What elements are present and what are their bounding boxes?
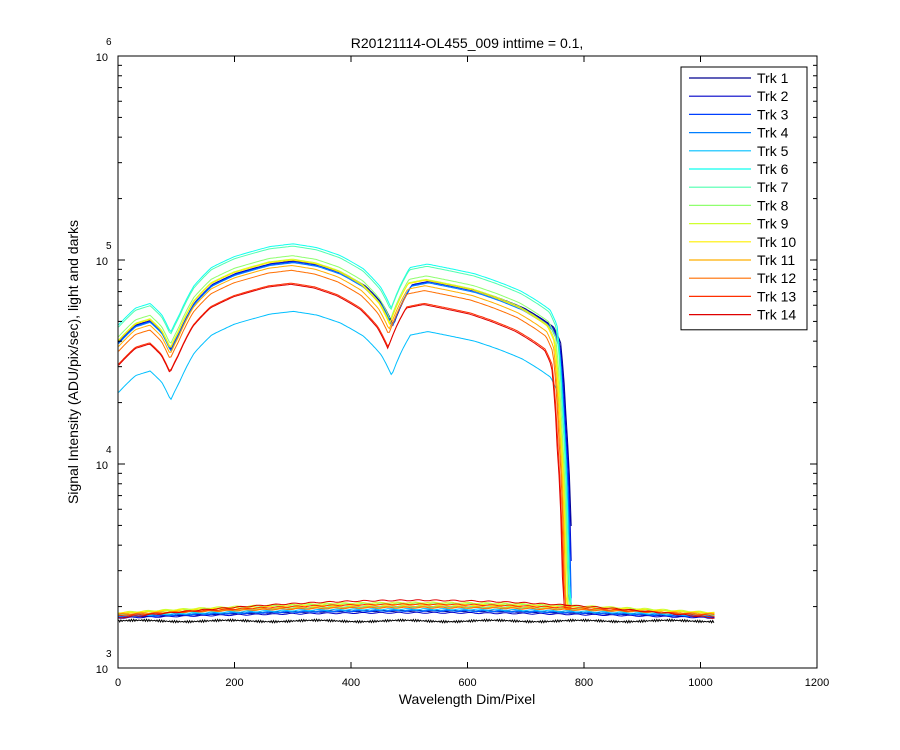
y-tick-label: 10 <box>96 460 108 472</box>
legend-label: Trk 8 <box>757 197 789 213</box>
y-axis-label: Signal Intensity (ADU/pix/sec), light an… <box>65 220 81 504</box>
series-line-light-trk-8 <box>118 255 572 607</box>
legend-box <box>680 66 808 331</box>
series-line-light-trk-14 <box>118 283 572 606</box>
y-tick-exponent: 5 <box>106 241 112 252</box>
series-line-light-trk-10 <box>118 259 572 608</box>
legend-label: Trk 14 <box>757 307 796 323</box>
legend-label: Trk 6 <box>757 161 789 177</box>
series-line-dark-trk-13 <box>118 603 715 617</box>
legend-label: Trk 13 <box>757 288 796 304</box>
x-tick-label: 1200 <box>805 677 829 689</box>
series-line-light-trk-9 <box>118 258 572 606</box>
x-tick-label: 600 <box>458 677 476 689</box>
legend-label: Trk 4 <box>757 125 789 141</box>
series-line-dark-trk-5 <box>118 608 715 617</box>
axes-layer: 0 200 400 600 800 1000 1200 10 3 10 4 10 5 10 6 <box>96 37 829 689</box>
series-line-light-trk-7 <box>118 245 572 610</box>
legend-label: Trk 7 <box>757 179 789 195</box>
series-line-dark-trk-2 <box>118 611 715 619</box>
series-line-dark-trk-14 <box>118 599 715 619</box>
y-tick-exponent: 3 <box>106 649 112 660</box>
legend: Trk 1 Trk 2 Trk 3 Trk 4 Trk 5 Trk 6 Trk 7 Trk 8… <box>680 66 808 331</box>
x-axis-label: Wavelength Dim/Pixel <box>399 691 535 707</box>
legend-label: Trk 3 <box>757 106 789 122</box>
legend-label: Trk 2 <box>757 88 789 104</box>
series-line-light-trk-6 <box>118 243 572 604</box>
series-line-dark-trk-12 <box>118 606 715 616</box>
chart-title: R20121114-OL455_009 inttime = 0.1, <box>351 35 584 51</box>
legend-label: Trk 10 <box>757 234 796 250</box>
legend-label: Trk 9 <box>757 216 789 232</box>
series-line-dark-trk-9 <box>118 601 715 614</box>
series-line-light-trk-11 <box>118 264 572 610</box>
x-tick-label: 400 <box>342 677 360 689</box>
y-tick-label: 10 <box>96 52 108 64</box>
series-line-dark <box>118 618 715 624</box>
x-tick-label: 0 <box>115 677 121 689</box>
legend-label: Trk 5 <box>757 143 789 159</box>
legend-label: Trk 12 <box>757 270 796 286</box>
x-tick-label: 1000 <box>688 677 712 689</box>
series-line-light-trk-5 <box>118 310 572 612</box>
series-line-light-trk-12 <box>118 269 572 611</box>
y-tick-exponent: 4 <box>106 445 112 456</box>
series-line-light-trk-13 <box>118 282 572 609</box>
y-tick-label: 10 <box>96 664 108 676</box>
x-tick-label: 200 <box>225 677 243 689</box>
x-tick-label: 800 <box>575 677 593 689</box>
y-tick-exponent: 6 <box>106 37 112 48</box>
legend-label: Trk 1 <box>757 70 789 86</box>
y-tick-label: 10 <box>96 256 108 268</box>
series-line-light-trk-4 <box>118 262 572 607</box>
legend-label: Trk 11 <box>757 252 795 268</box>
series-layer <box>118 243 715 624</box>
